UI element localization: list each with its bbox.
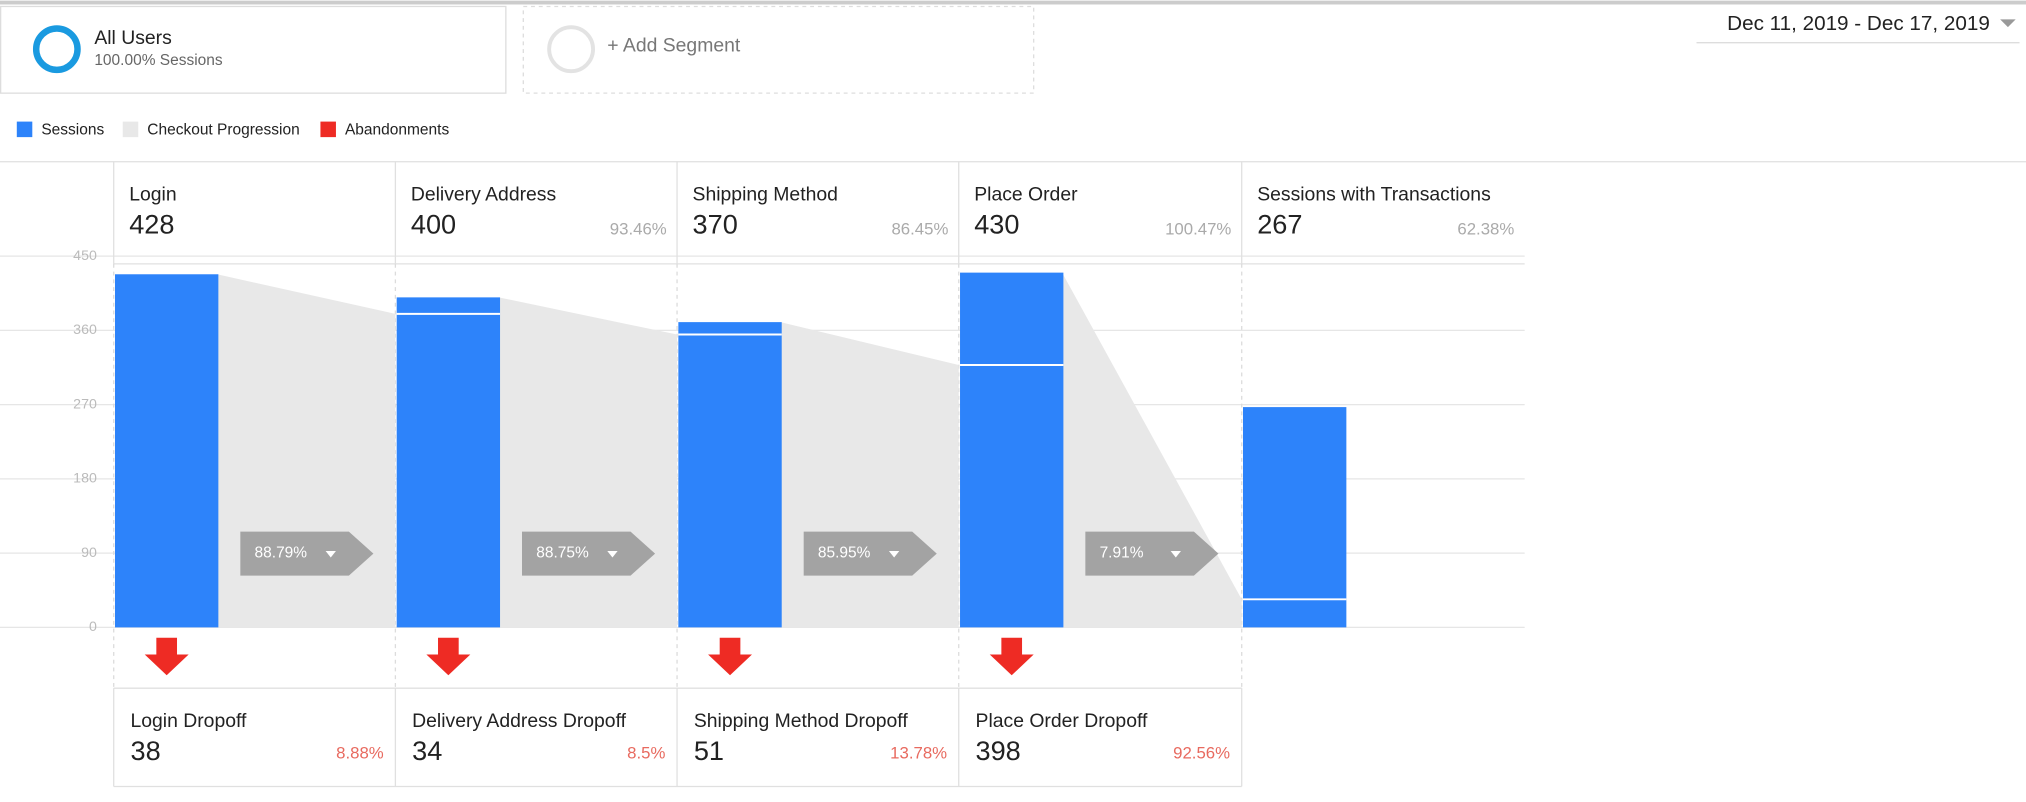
- step-value: 430: [974, 209, 1019, 240]
- progression-badge: [1085, 531, 1219, 576]
- abandonment-arrow: [989, 637, 1034, 676]
- session-bar: [1242, 407, 1347, 628]
- step-percent: 100.47%: [1165, 220, 1231, 239]
- legend-swatch: [320, 121, 336, 138]
- badge-caret: [607, 551, 618, 558]
- dropoff-percent: 8.88%: [336, 744, 384, 763]
- y-tick-label: 0: [89, 619, 97, 635]
- session-bar: [678, 322, 782, 628]
- segment-all-users[interactable]: All Users 100.00% Sessions: [0, 5, 507, 94]
- step-name: Place Order: [974, 183, 1078, 205]
- dropoff-name: Delivery Address Dropoff: [412, 710, 626, 732]
- badge-caret: [888, 551, 900, 558]
- step-percent: 86.45%: [891, 220, 948, 239]
- legend-label: Abandonments: [345, 122, 449, 139]
- y-tick-label: 360: [73, 322, 97, 338]
- session-bar: [396, 297, 501, 628]
- step-percent: 62.38%: [1457, 220, 1514, 239]
- y-tick-label: 90: [81, 545, 97, 561]
- add-segment-icon: [547, 25, 596, 74]
- progression-area: [498, 297, 678, 628]
- dropoff-value: 38: [131, 735, 161, 766]
- y-tick-label: 450: [73, 248, 97, 264]
- step-value: 370: [693, 209, 738, 240]
- segment-name: All Users: [94, 27, 171, 49]
- date-range[interactable]: Dec 11, 2019 - Dec 17, 2019: [1727, 12, 1990, 35]
- legend-label: Sessions: [41, 122, 104, 139]
- abandonment-arrow: [144, 637, 189, 676]
- dropoff-value: 398: [976, 735, 1021, 766]
- step-name: Sessions with Transactions: [1257, 183, 1491, 205]
- step-name: Login: [129, 183, 176, 205]
- step-name: Delivery Address: [411, 183, 556, 205]
- y-tick-label: 180: [73, 471, 97, 487]
- legend: Sessions Checkout Progression Abandonments: [16, 121, 449, 139]
- dropoff-name: Place Order Dropoff: [976, 710, 1148, 732]
- step-value: 267: [1257, 209, 1302, 240]
- badge-caret: [1170, 551, 1181, 558]
- dropoff-value: 51: [694, 735, 724, 766]
- segment-box[interactable]: [0, 5, 507, 94]
- date-dropdown[interactable]: [2000, 19, 2016, 28]
- segment-icon: [32, 25, 81, 74]
- progression-rate: 88.75%: [536, 545, 589, 562]
- step-value: 428: [129, 209, 174, 240]
- dropoff-percent: 8.5%: [627, 744, 665, 763]
- add-segment-box[interactable]: [522, 5, 1035, 94]
- funnel-chart: 0 90 180 270 360 450 Login 428 Delivery Address 4…: [0, 161, 1525, 788]
- add-segment[interactable]: + Add Segment: [522, 5, 1035, 94]
- add-segment-label: + Add Segment: [607, 35, 741, 57]
- abandonment-arrow: [708, 637, 752, 676]
- dropoff-percent: 13.78%: [890, 744, 947, 763]
- badge-caret: [325, 551, 336, 558]
- session-bar: [114, 274, 219, 628]
- dropoff-percent: 92.56%: [1173, 744, 1230, 763]
- progression-badge: [522, 531, 656, 576]
- step-name: Shipping Method: [693, 183, 838, 205]
- dropoff-name: Login Dropoff: [131, 710, 248, 732]
- dropoff-value: 34: [412, 735, 442, 766]
- y-tick-label: 270: [73, 396, 97, 412]
- legend-swatch: [122, 121, 139, 138]
- progression-badge: [803, 531, 937, 576]
- abandonment-arrow: [426, 637, 471, 676]
- progression-rate: 88.79%: [255, 545, 308, 562]
- step-value: 400: [411, 209, 456, 240]
- progression-rate: 85.95%: [818, 545, 871, 562]
- progression-badge: [240, 531, 374, 576]
- progression-area: [780, 322, 959, 628]
- dropoff-name: Shipping Method Dropoff: [694, 710, 908, 732]
- segment-detail: 100.00% Sessions: [94, 52, 223, 69]
- session-bar: [960, 272, 1064, 628]
- legend-label: Checkout Progression: [147, 122, 299, 139]
- legend-swatch: [16, 121, 33, 138]
- step-percent: 93.46%: [610, 220, 667, 239]
- progression-rate: 7.91%: [1100, 545, 1144, 562]
- date-picker[interactable]: Dec 11, 2019 - Dec 17, 2019: [1696, 12, 2020, 44]
